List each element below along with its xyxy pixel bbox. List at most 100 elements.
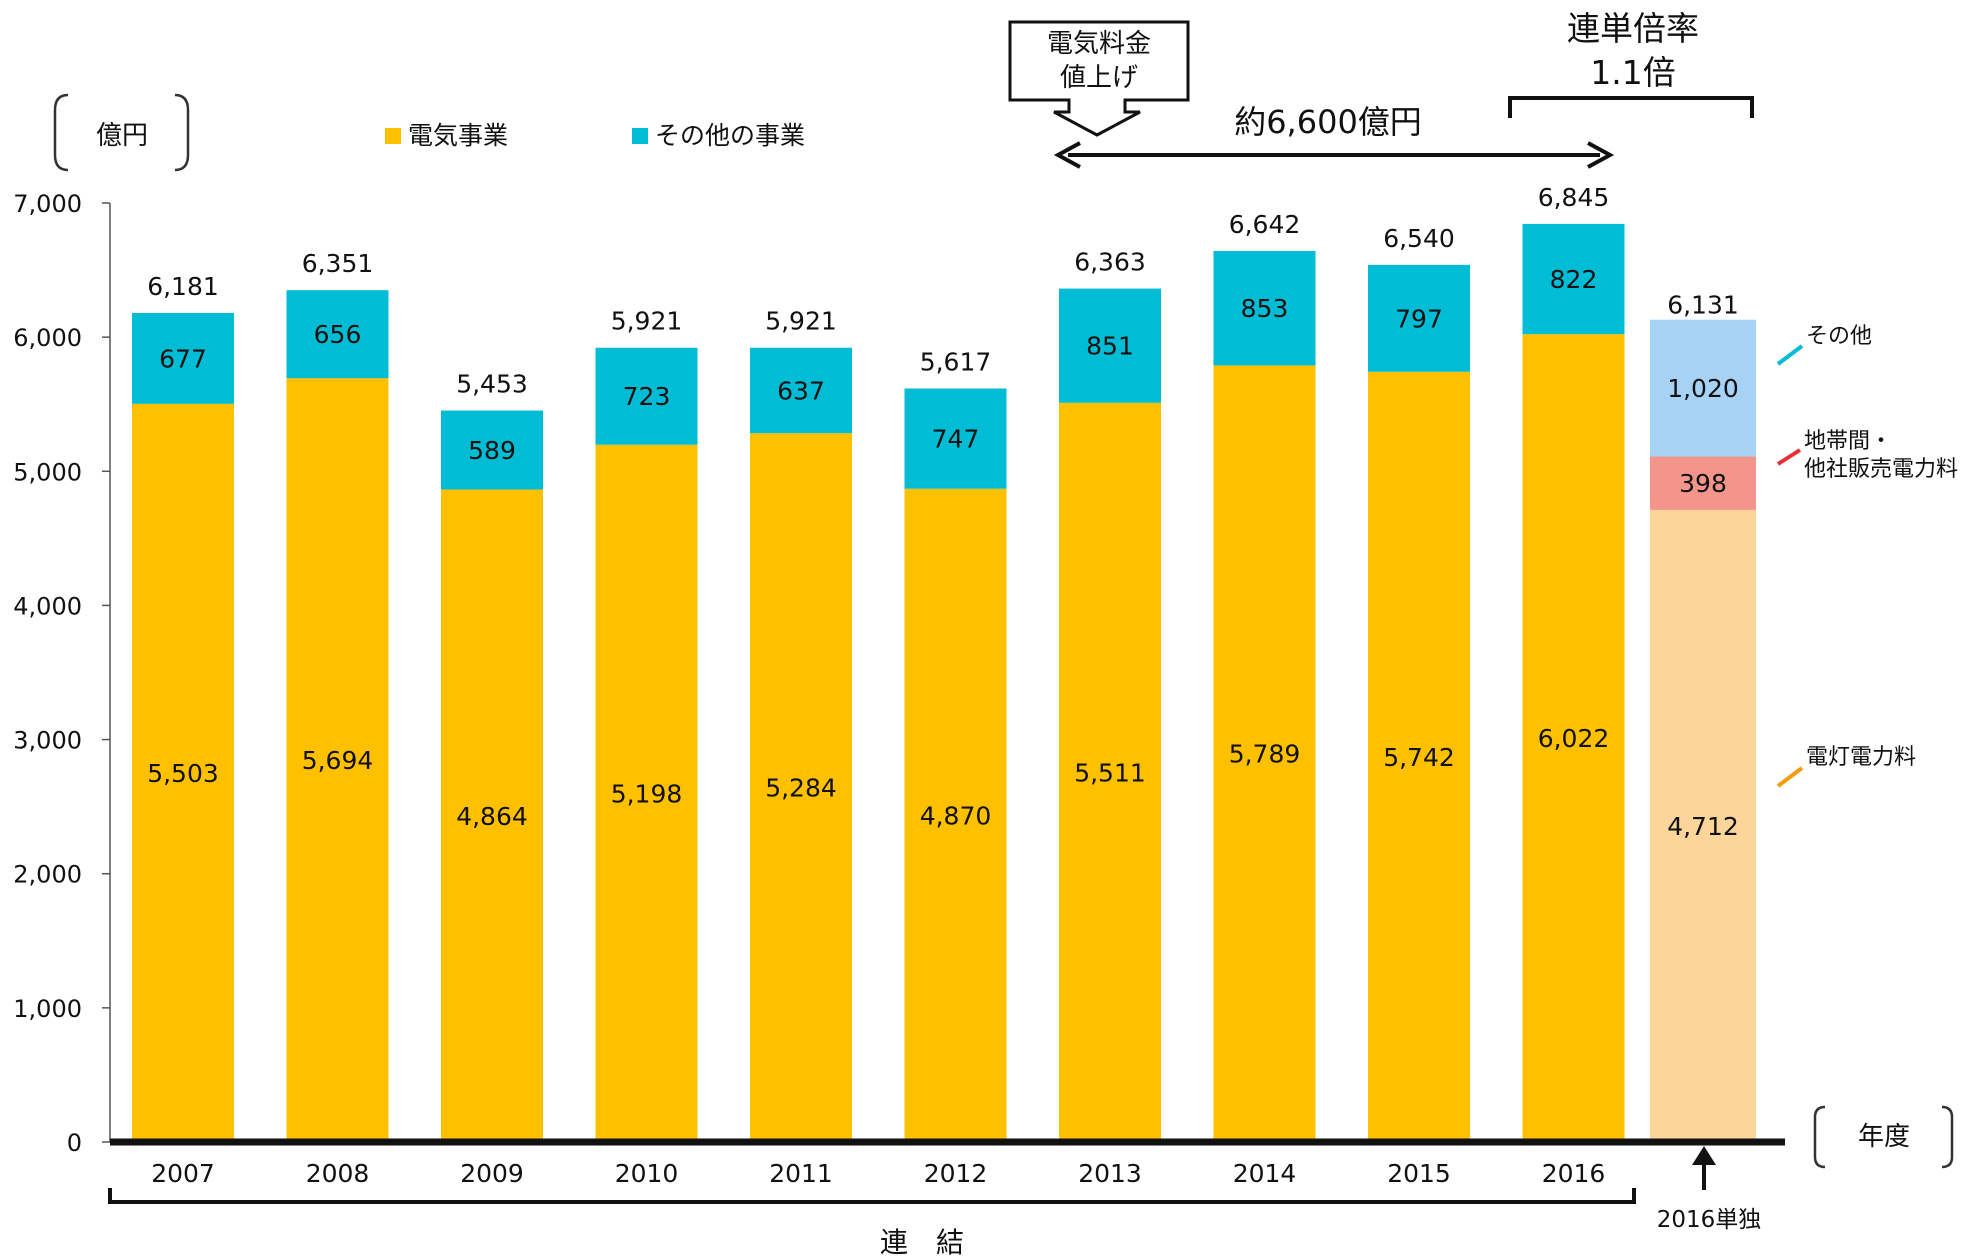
bars xyxy=(132,223,1756,1143)
legend-label-electric: 電気事業 xyxy=(408,121,508,150)
value-label-standalone: 4,712 xyxy=(1667,812,1739,841)
legend-swatch-electric xyxy=(385,128,401,144)
bar-electric xyxy=(1213,365,1316,1142)
value-label-other: 589 xyxy=(468,436,516,465)
bar-other xyxy=(441,410,543,490)
y-tick-label: 5,000 xyxy=(13,458,82,486)
value-label-electric: 5,789 xyxy=(1229,740,1301,769)
callout-line-2: 値上げ xyxy=(1060,63,1138,93)
bar-other xyxy=(1059,288,1161,403)
callout-line-1: 電気料金 xyxy=(1047,29,1151,59)
value-label-other: 822 xyxy=(1550,265,1598,294)
standalone-segment-callouts: その他 地帯間・ 他社販売電力料 電灯電力料 xyxy=(1776,324,1958,788)
bracket-right xyxy=(1941,1105,1954,1169)
value-label-other: 637 xyxy=(777,376,825,405)
x-unit-label-group: 年度 xyxy=(1813,1105,1954,1169)
value-label-standalone: 398 xyxy=(1679,469,1727,498)
y-axis: 0 1,000 2,000 3,000 4,000 5,000 6,000 7,000 xyxy=(13,190,111,1157)
callout-label-mid-line-2: 他社販売電力料 xyxy=(1804,457,1958,482)
bar-electric xyxy=(750,433,852,1142)
bar-electric xyxy=(1059,402,1161,1142)
unit-label-group: 億円 xyxy=(53,93,190,172)
bar-other xyxy=(1213,251,1316,366)
bar-other xyxy=(132,312,234,404)
value-label-electric: 5,742 xyxy=(1383,743,1455,772)
x-tick-label: 2010 xyxy=(615,1159,679,1188)
bar-other xyxy=(286,290,389,379)
bar-other xyxy=(1368,264,1470,372)
value-label-electric: 5,284 xyxy=(765,774,837,803)
price-increase-callout: 電気料金 値上げ xyxy=(1008,20,1190,137)
y-tick-label: 0 xyxy=(67,1129,82,1157)
callout-label-light: 電灯電力料 xyxy=(1806,745,1916,770)
total-label: 5,617 xyxy=(920,348,992,377)
legend: 電気事業 その他の事業 xyxy=(385,121,805,150)
y-tick-label: 2,000 xyxy=(13,861,82,889)
x-tick-label: 2014 xyxy=(1233,1159,1297,1188)
total-label: 6,540 xyxy=(1383,224,1455,253)
value-label-other: 797 xyxy=(1395,304,1443,333)
callout-label-mid-line-1: 地帯間・ xyxy=(1804,429,1892,454)
bar-other xyxy=(904,388,1007,489)
total-label: 6,351 xyxy=(302,249,374,278)
bar-electric xyxy=(595,444,698,1142)
value-label-other: 853 xyxy=(1241,294,1289,323)
x-tick-label: 2015 xyxy=(1387,1159,1451,1188)
callout-connector-mid xyxy=(1776,448,1802,466)
legend-swatch-other xyxy=(632,128,648,144)
value-label-other: 656 xyxy=(314,320,362,349)
total-label: 5,921 xyxy=(611,307,683,336)
x-tick-label: 2011 xyxy=(769,1159,833,1188)
y-tick-label: 7,000 xyxy=(13,190,82,218)
bar-electric xyxy=(132,403,234,1142)
value-label-other: 677 xyxy=(159,344,207,373)
data-labels: 5,503 677 6,181 5,694 656 6,351 4,864 589 5,453 5… xyxy=(147,183,1739,841)
consolidated-bracket-group: 連 結 xyxy=(108,1188,1636,1259)
bracket-right xyxy=(174,93,190,172)
standalone-category-label: 2016単独 xyxy=(1657,1207,1762,1233)
x-unit-label: 年度 xyxy=(1858,1122,1910,1152)
bar-other xyxy=(595,347,698,445)
x-tick-label: 2016 xyxy=(1542,1159,1606,1188)
y-tick-label: 1,000 xyxy=(13,995,82,1023)
range-arrow-left-head xyxy=(1053,141,1081,169)
value-label-electric: 5,503 xyxy=(147,759,219,788)
value-label-electric: 4,870 xyxy=(920,801,992,830)
bar-other xyxy=(1522,223,1625,335)
pointer-arrow-head xyxy=(1692,1146,1716,1165)
y-tick-label: 3,000 xyxy=(13,727,82,755)
consolidated-label: 連 結 xyxy=(880,1226,964,1259)
callout-connector-light xyxy=(1776,766,1804,788)
bar-electric xyxy=(441,489,543,1142)
x-tick-label: 2012 xyxy=(924,1159,988,1188)
consolidated-bracket xyxy=(108,1188,1636,1204)
x-tick-label: 2013 xyxy=(1078,1159,1142,1188)
x-tick-label: 2007 xyxy=(151,1159,215,1188)
bar-electric xyxy=(286,378,389,1143)
value-label-other: 723 xyxy=(623,382,671,411)
y-unit-label: 億円 xyxy=(96,121,148,151)
value-label-electric: 5,511 xyxy=(1074,758,1146,787)
range-label: 約6,600億円 xyxy=(1234,103,1422,141)
x-tick-label: 2008 xyxy=(306,1159,370,1188)
total-label: 6,363 xyxy=(1074,248,1146,277)
standalone-pointer: 2016単独 xyxy=(1657,1146,1762,1233)
callout-arrow-box xyxy=(1008,20,1190,137)
bar-standalone-other xyxy=(1650,319,1756,457)
bar-standalone-light xyxy=(1650,509,1756,1143)
total-label-standalone: 6,131 xyxy=(1667,291,1739,320)
total-label: 5,453 xyxy=(456,370,528,399)
bracket-left xyxy=(53,93,69,172)
value-label-electric: 5,198 xyxy=(611,779,683,808)
value-label-electric: 5,694 xyxy=(302,746,374,775)
value-label-electric: 4,864 xyxy=(456,802,528,831)
x-axis: 2007 2008 2009 2010 2011 2012 2013 2014 2015 2016 xyxy=(110,1138,1785,1188)
ratio-line-2: 1.1倍 xyxy=(1590,53,1675,92)
callout-label-other: その他 xyxy=(1806,324,1872,349)
y-tick-label: 4,000 xyxy=(13,592,82,620)
value-label-other: 851 xyxy=(1086,332,1134,361)
total-label: 6,181 xyxy=(147,272,219,301)
range-arrow: 約6,600億円 xyxy=(1053,103,1615,169)
bar-electric xyxy=(1368,371,1470,1142)
total-label: 6,642 xyxy=(1229,210,1301,239)
